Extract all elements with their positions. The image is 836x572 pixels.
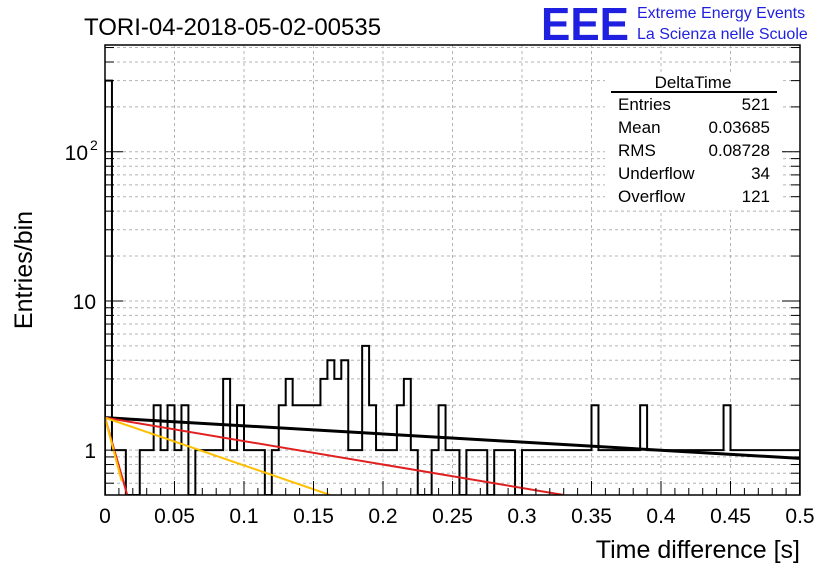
x-tick-label: 0.5 xyxy=(785,505,814,528)
x-axis-title: Time difference [s] xyxy=(596,536,800,564)
eee-logo: EEE Extreme Energy Events La Scienza nel… xyxy=(541,0,808,50)
y-tick-label: 10 xyxy=(65,142,88,165)
stats-label: Underflow xyxy=(618,164,695,183)
x-tick-label: 0.3 xyxy=(507,505,536,528)
stats-value: 0.08728 xyxy=(709,141,770,160)
logo-mark: EEE xyxy=(541,0,629,50)
x-tick-label: 0.4 xyxy=(646,505,676,528)
x-tick-label: 0.05 xyxy=(154,505,195,528)
fit-line xyxy=(105,416,331,495)
stats-label: Entries xyxy=(618,95,671,114)
fit-lines xyxy=(105,416,800,495)
chart-title: TORI-04-2018-05-02-00535 xyxy=(84,14,381,41)
x-tick-label: 0.45 xyxy=(710,505,751,528)
stats-title: DeltaTime xyxy=(655,73,732,92)
axis-ticks: 0 0.05 0.1 0.15 0.2 0.25 0.3 0.35 0.4 0.45 0.5 1 10 1… xyxy=(65,47,815,528)
stats-value: 121 xyxy=(742,187,770,206)
fit-line xyxy=(105,416,800,460)
x-tick-label: 0.35 xyxy=(571,505,612,528)
logo-line2: La Scienza nelle Scuole xyxy=(637,26,808,43)
y-tick-label: 1 xyxy=(84,440,96,463)
x-tick-label: 0.1 xyxy=(229,505,258,528)
fit-line xyxy=(105,416,564,495)
y-axis-title: Entries/bin xyxy=(10,211,38,329)
x-tick-label: 0.2 xyxy=(368,505,397,528)
y-tick-exponent: 2 xyxy=(90,137,98,153)
stats-label: RMS xyxy=(618,141,656,160)
x-tick-label: 0 xyxy=(99,505,111,528)
stats-value: 521 xyxy=(742,95,770,114)
logo-line1: Extreme Energy Events xyxy=(637,5,805,22)
stats-box: DeltaTime Entries 521 Mean 0.03685 RMS 0.0872… xyxy=(605,72,780,210)
fit-line xyxy=(105,417,123,482)
y-tick-label: 10 xyxy=(73,291,96,314)
x-tick-label: 0.15 xyxy=(293,505,334,528)
stats-label: Mean xyxy=(618,118,661,137)
x-tick-label: 0.25 xyxy=(432,505,473,528)
stats-value: 0.03685 xyxy=(709,118,770,137)
stats-value: 34 xyxy=(751,164,770,183)
stats-label: Overflow xyxy=(618,187,686,206)
